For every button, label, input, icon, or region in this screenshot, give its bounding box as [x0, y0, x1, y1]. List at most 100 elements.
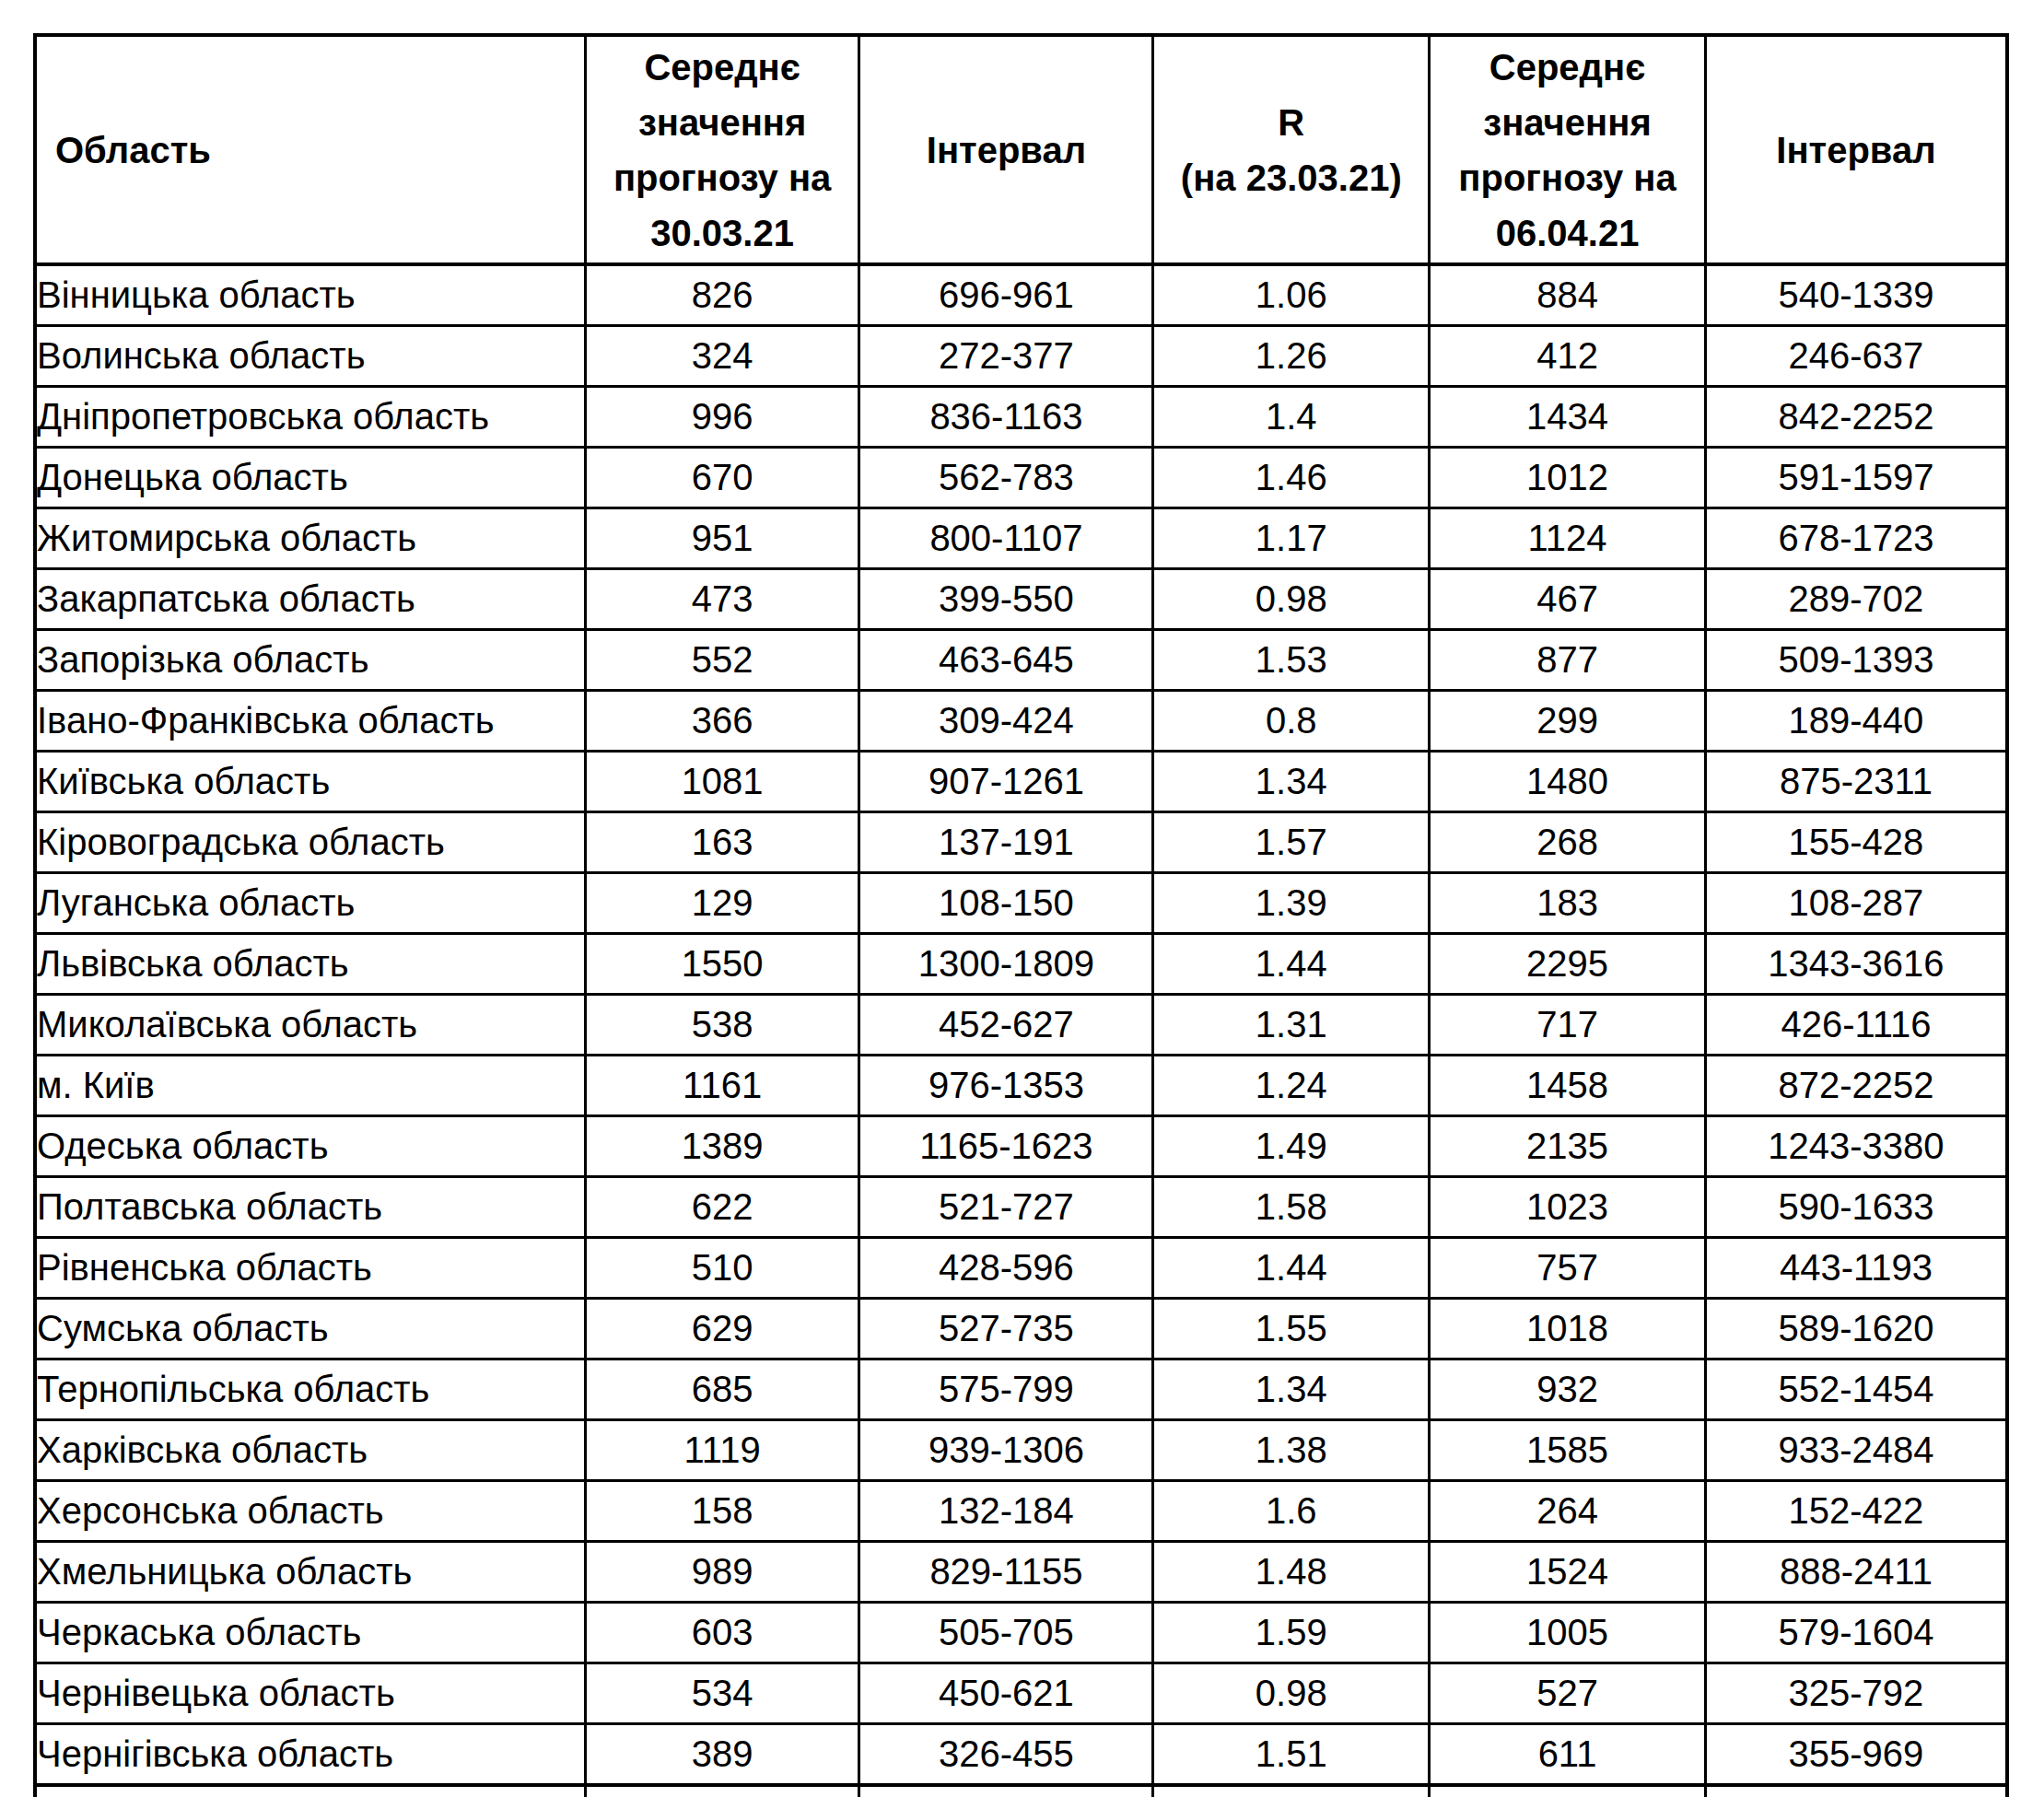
total-r-value: 1.26 [1153, 1785, 1430, 1797]
mean-30-03-value: 1119 [585, 1420, 859, 1481]
r-value: 1.26 [1153, 326, 1430, 387]
region-name: м. Київ [35, 1056, 585, 1116]
mean-06-04-value: 932 [1430, 1359, 1706, 1420]
region-name: Одеська область [35, 1116, 585, 1177]
mean-30-03-value: 158 [585, 1481, 859, 1542]
region-name: Хмельницька область [35, 1542, 585, 1603]
region-name: Херсонська область [35, 1481, 585, 1542]
total-mean-06-04: 19759 [1430, 1785, 1706, 1797]
interval-06-04-value: 246-637 [1705, 326, 2007, 387]
mean-06-04-value: 611 [1430, 1724, 1706, 1786]
region-name: Донецька область [35, 448, 585, 508]
interval-06-04-value: 579-1604 [1705, 1603, 2007, 1663]
interval-06-04-value: 540-1339 [1705, 264, 2007, 326]
region-name: Київська область [35, 752, 585, 812]
header-row: Область Середнє значення прогнозу на 30.… [35, 35, 2007, 264]
mean-06-04-value: 1585 [1430, 1420, 1706, 1481]
interval-30-03-value: 939-1306 [859, 1420, 1153, 1481]
mean-30-03-value: 1161 [585, 1056, 859, 1116]
mean-06-04-value: 1023 [1430, 1177, 1706, 1238]
interval-30-03-value: 907-1261 [859, 752, 1153, 812]
interval-06-04-value: 509-1393 [1705, 630, 2007, 691]
mean-30-03-value: 826 [585, 264, 859, 326]
r-value: 1.55 [1153, 1299, 1430, 1359]
mean-06-04-value: 1124 [1430, 508, 1706, 569]
mean-30-03-value: 622 [585, 1177, 859, 1238]
forecast-table: Область Середнє значення прогнозу на 30.… [33, 33, 2009, 1797]
table-row: Луганська область 129 108-150 1.39 183 1… [35, 873, 2007, 934]
table-row: Черкаська область 603 505-705 1.59 1005 … [35, 1603, 2007, 1663]
table-body: Вінницька область 826 696-961 1.06 884 5… [35, 264, 2007, 1785]
col-header-region: Область [35, 35, 585, 264]
col-header-mean-06-04: Середнє значення прогнозу на 06.04.21 [1430, 35, 1706, 264]
table-row: Вінницька область 826 696-961 1.06 884 5… [35, 264, 2007, 326]
mean-30-03-value: 366 [585, 691, 859, 752]
mean-30-03-value: 1081 [585, 752, 859, 812]
total-interval-06-04: 11126-31278 [1705, 1785, 2007, 1797]
mean-30-03-value: 324 [585, 326, 859, 387]
interval-06-04-value: 1243-3380 [1705, 1116, 2007, 1177]
interval-30-03-value: 521-727 [859, 1177, 1153, 1238]
mean-30-03-value: 685 [585, 1359, 859, 1420]
interval-30-03-value: 450-621 [859, 1663, 1153, 1724]
mean-06-04-value: 467 [1430, 569, 1706, 630]
r-value: 1.31 [1153, 995, 1430, 1056]
interval-06-04-value: 152-422 [1705, 1481, 2007, 1542]
interval-30-03-value: 836-1163 [859, 387, 1153, 448]
interval-30-03-value: 527-735 [859, 1299, 1153, 1359]
interval-30-03-value: 800-1107 [859, 508, 1153, 569]
interval-06-04-value: 872-2252 [1705, 1056, 2007, 1116]
mean-30-03-value: 534 [585, 1663, 859, 1724]
mean-06-04-value: 884 [1430, 264, 1706, 326]
interval-06-04-value: 355-969 [1705, 1724, 2007, 1786]
table-row: Полтавська область 622 521-727 1.58 1023… [35, 1177, 2007, 1238]
r-value: 1.53 [1153, 630, 1430, 691]
r-value: 1.6 [1153, 1481, 1430, 1542]
region-name: Луганська область [35, 873, 585, 934]
table-row: Рівненська область 510 428-596 1.44 757 … [35, 1238, 2007, 1299]
table-row: Донецька область 670 562-783 1.46 1012 5… [35, 448, 2007, 508]
r-value: 1.38 [1153, 1420, 1430, 1481]
r-value: 1.57 [1153, 812, 1430, 873]
table-row: Тернопільська область 685 575-799 1.34 9… [35, 1359, 2007, 1420]
interval-06-04-value: 155-428 [1705, 812, 2007, 873]
region-name: Чернівецька область [35, 1663, 585, 1724]
mean-06-04-value: 299 [1430, 691, 1706, 752]
interval-06-04-value: 589-1620 [1705, 1299, 2007, 1359]
interval-06-04-value: 933-2484 [1705, 1420, 2007, 1481]
region-name: Львівська область [35, 934, 585, 995]
col-header-interval-30-03: Інтервал [859, 35, 1153, 264]
r-value: 1.48 [1153, 1542, 1430, 1603]
interval-30-03-value: 452-627 [859, 995, 1153, 1056]
mean-30-03-value: 552 [585, 630, 859, 691]
table-row: Чернівецька область 534 450-621 0.98 527… [35, 1663, 2007, 1724]
mean-06-04-value: 264 [1430, 1481, 1706, 1542]
mean-30-03-value: 473 [585, 569, 859, 630]
mean-30-03-value: 163 [585, 812, 859, 873]
mean-30-03-value: 1389 [585, 1116, 859, 1177]
region-name: Івано-Франківська область [35, 691, 585, 752]
table-row: Чернігівська область 389 326-455 1.51 61… [35, 1724, 2007, 1786]
mean-30-03-value: 1550 [585, 934, 859, 995]
interval-30-03-value: 562-783 [859, 448, 1153, 508]
r-value: 1.34 [1153, 752, 1430, 812]
page: Область Середнє значення прогнозу на 30.… [0, 0, 2044, 1797]
region-name: Рівненська область [35, 1238, 585, 1299]
mean-30-03-value: 129 [585, 873, 859, 934]
mean-06-04-value: 2295 [1430, 934, 1706, 995]
table-row: Львівська область 1550 1300-1809 1.44 22… [35, 934, 2007, 995]
r-value: 1.49 [1153, 1116, 1430, 1177]
table-row: Миколаївська область 538 452-627 1.31 71… [35, 995, 2007, 1056]
r-value: 1.44 [1153, 1238, 1430, 1299]
interval-06-04-value: 678-1723 [1705, 508, 2007, 569]
mean-06-04-value: 1458 [1430, 1056, 1706, 1116]
table-row: Івано-Франківська область 366 309-424 0.… [35, 691, 2007, 752]
r-value: 0.98 [1153, 569, 1430, 630]
interval-06-04-value: 552-1454 [1705, 1359, 2007, 1420]
table-row: Закарпатська область 473 399-550 0.98 46… [35, 569, 2007, 630]
mean-06-04-value: 877 [1430, 630, 1706, 691]
interval-30-03-value: 428-596 [859, 1238, 1153, 1299]
region-name: Закарпатська область [35, 569, 585, 630]
table-row: Волинська область 324 272-377 1.26 412 2… [35, 326, 2007, 387]
region-name: Сумська область [35, 1299, 585, 1359]
